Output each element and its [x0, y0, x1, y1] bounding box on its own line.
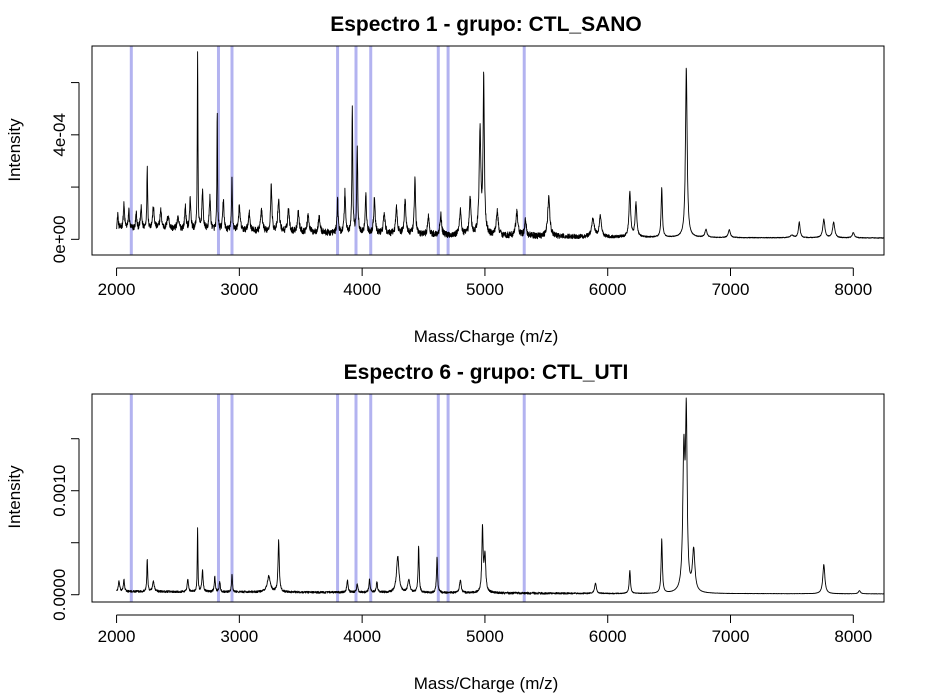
y-axis: 0e+00 4e-04 [50, 82, 80, 263]
y-axis: 0.0000 0.0010 [50, 438, 80, 621]
x-axis: 2000 3000 4000 5000 6000 7000 8000 [98, 267, 872, 299]
x-axis: 2000 3000 4000 5000 6000 7000 8000 [98, 614, 872, 646]
x-tick-label: 7000 [712, 280, 750, 299]
reference-lines [129, 394, 526, 602]
spectrum-panel-2: Espectro 6 - grupo: CTL_UTI 2000 3000 4000… [5, 361, 885, 693]
x-tick-label: 8000 [834, 627, 872, 646]
y-tick-label: 0.0000 [50, 569, 69, 621]
spectrum-panel-1: Espectro 1 - grupo: CTL_SANO 2000 3000 400… [5, 13, 885, 346]
chart-title: Espectro 6 - grupo: CTL_UTI [344, 361, 629, 384]
y-axis-label: Intensity [5, 465, 24, 529]
y-tick-label: 0e+00 [50, 215, 69, 263]
x-axis-label: Mass/Charge (m/z) [414, 327, 559, 346]
y-tick-label: 4e-04 [50, 113, 69, 156]
y-tick-label: 0.0010 [50, 465, 69, 517]
x-tick-label: 5000 [466, 627, 504, 646]
x-tick-label: 7000 [712, 627, 750, 646]
chart-title: Espectro 1 - grupo: CTL_SANO [330, 13, 642, 36]
x-axis-label: Mass/Charge (m/z) [414, 674, 559, 693]
x-tick-label: 3000 [220, 280, 258, 299]
x-tick-label: 6000 [589, 280, 627, 299]
x-tick-label: 5000 [466, 280, 504, 299]
y-axis-label: Intensity [5, 118, 24, 182]
plot-frame [91, 45, 885, 256]
x-tick-label: 4000 [343, 627, 381, 646]
x-tick-label: 3000 [220, 627, 258, 646]
x-tick-label: 6000 [589, 627, 627, 646]
x-tick-label: 4000 [343, 280, 381, 299]
x-tick-label: 8000 [834, 280, 872, 299]
spectrum-line [116, 397, 885, 595]
plot-frame [91, 393, 885, 603]
reference-lines [129, 46, 526, 255]
x-tick-label: 2000 [98, 280, 136, 299]
x-tick-label: 2000 [98, 627, 136, 646]
spectrum-line [116, 51, 885, 240]
